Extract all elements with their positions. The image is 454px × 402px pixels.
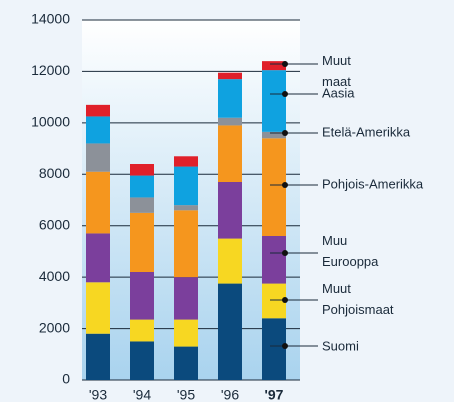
bar-segment	[218, 125, 242, 182]
x-tick-label: '95	[177, 387, 195, 402]
y-tick-label: 0	[62, 371, 70, 387]
bar-segment	[262, 138, 286, 236]
bar-segment	[130, 272, 154, 320]
legend-label: Muut maat	[322, 53, 351, 89]
bar-segment	[174, 346, 198, 380]
legend-marker	[282, 343, 288, 349]
y-tick-label: 4000	[39, 268, 70, 284]
bar-segment	[86, 171, 110, 234]
legend-marker	[282, 130, 288, 136]
legend-label: Suomi	[322, 338, 359, 353]
bar-segment	[86, 333, 110, 380]
bar-segment	[262, 236, 286, 284]
bar-segment	[130, 164, 154, 176]
bar-segment	[218, 182, 242, 239]
bar-segment	[174, 319, 198, 347]
bar-segment	[174, 156, 198, 167]
y-tick-label: 8000	[39, 165, 70, 181]
y-tick-label: 2000	[39, 319, 70, 335]
legend-marker	[282, 91, 288, 97]
bar-segment	[218, 238, 242, 284]
bar-segment	[262, 283, 286, 319]
y-tick-label: 12000	[31, 62, 70, 78]
bar-segment	[174, 277, 198, 320]
bar-segment	[218, 72, 242, 80]
legend-label: Pohjois-Amerikka	[322, 176, 424, 191]
legend-label: Muu Eurooppa	[322, 233, 379, 269]
bar-segment	[262, 70, 286, 132]
y-tick-label: 14000	[31, 11, 70, 27]
bar-segment	[262, 131, 286, 139]
legend-marker	[282, 250, 288, 256]
bar-segment	[218, 117, 242, 126]
legend-label: Aasia	[322, 85, 355, 100]
legend-marker	[282, 297, 288, 303]
x-tick-label: '93	[89, 387, 107, 402]
bar-segment	[218, 283, 242, 380]
bar-segment	[174, 210, 198, 278]
x-tick-label: '94	[133, 387, 151, 402]
bar-segment	[86, 282, 110, 334]
legend-marker	[282, 61, 288, 67]
bar-segment	[86, 104, 110, 117]
bar-segment	[174, 205, 198, 211]
bar-segment	[130, 212, 154, 272]
bar-segment	[130, 319, 154, 342]
x-tick-label: '96	[221, 387, 239, 402]
bar-segment	[86, 116, 110, 144]
x-tick-label: '97	[265, 387, 284, 402]
bar-segment	[262, 318, 286, 380]
bar-segment	[86, 143, 110, 172]
bar-segment	[262, 61, 286, 71]
y-tick-label: 10000	[31, 114, 70, 130]
y-tick-label: 6000	[39, 216, 70, 232]
bar-segment	[130, 175, 154, 198]
bar-segment	[130, 197, 154, 213]
legend-label: Etelä-Amerikka	[322, 124, 411, 139]
bar-segment	[174, 166, 198, 206]
bar-segment	[218, 79, 242, 118]
bar-segment	[130, 341, 154, 380]
bar-segment	[86, 233, 110, 283]
legend-marker	[282, 182, 288, 188]
legend-label: Muut Pohjoismaat	[322, 281, 394, 317]
